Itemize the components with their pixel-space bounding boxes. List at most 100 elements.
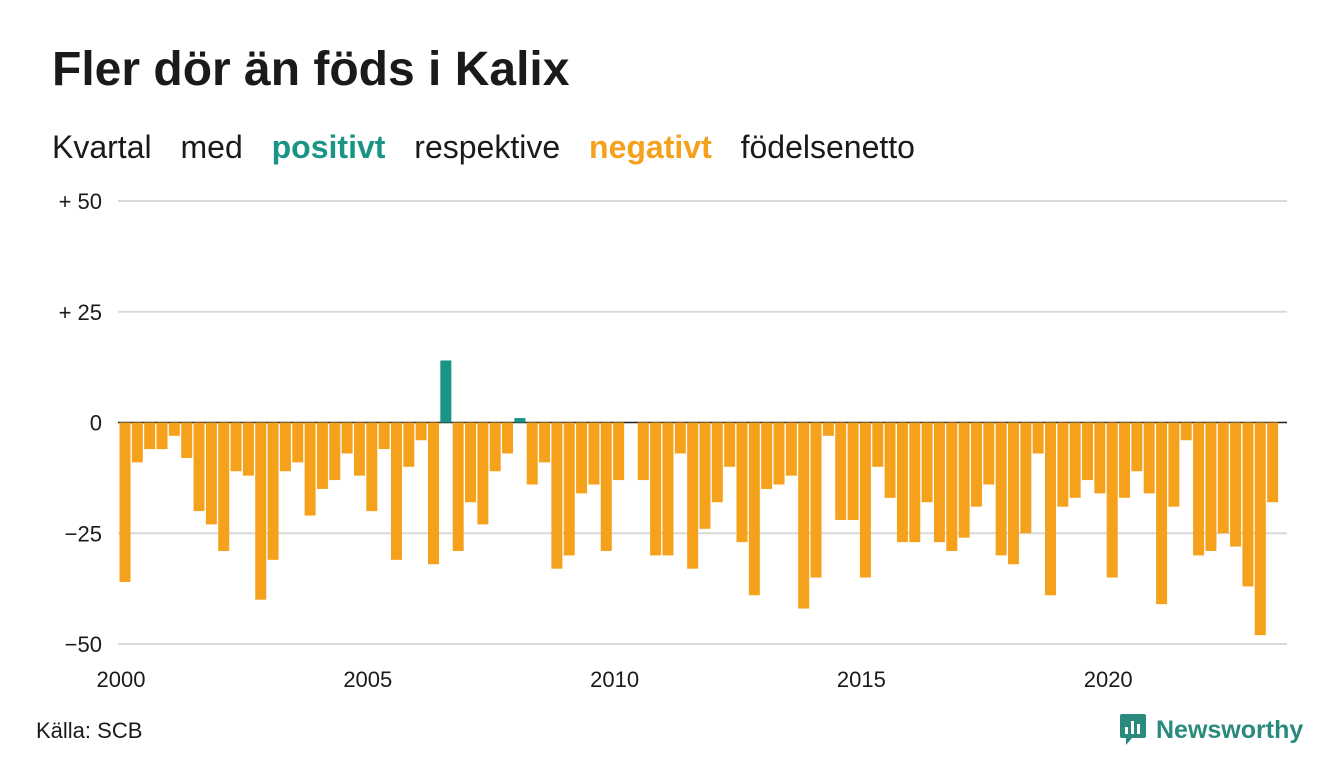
- bar: [859, 422, 871, 578]
- bar: [1230, 422, 1242, 547]
- subtitle-part-fodelsenetto: födelsenetto: [740, 129, 915, 165]
- newsworthy-logo: Newsworthy: [1118, 712, 1303, 748]
- bar: [872, 422, 884, 467]
- chart-subtitle: Kvartal med positivt respektive negativt…: [52, 125, 935, 169]
- bar: [983, 422, 995, 485]
- bar: [415, 422, 427, 441]
- x-tick-label: 2000: [97, 667, 146, 692]
- bar: [353, 422, 365, 476]
- bar: [835, 422, 847, 520]
- bar: [909, 422, 921, 543]
- bar: [1156, 422, 1168, 605]
- bar: [242, 422, 254, 476]
- bar: [588, 422, 600, 485]
- bar: [921, 422, 933, 503]
- bar: [711, 422, 723, 503]
- bar: [1254, 422, 1266, 636]
- bar: [1106, 422, 1118, 578]
- bar: [933, 422, 945, 543]
- bar: [736, 422, 748, 543]
- bar: [144, 422, 156, 450]
- bar: [970, 422, 982, 507]
- bar: [1045, 422, 1056, 596]
- bar: [514, 418, 526, 423]
- bar: [156, 422, 168, 450]
- bar: [613, 422, 625, 481]
- bar: [896, 422, 908, 543]
- bar: [452, 422, 464, 551]
- bar: [316, 422, 328, 489]
- bar: [1168, 422, 1180, 507]
- bar: [181, 422, 193, 458]
- bar: [674, 422, 686, 454]
- y-tick-label: −25: [65, 521, 102, 546]
- x-tick-label: 2015: [837, 667, 886, 692]
- bar: [822, 422, 834, 436]
- bar: [267, 422, 279, 560]
- source-note: Källa: SCB: [36, 718, 143, 743]
- bar: [785, 422, 797, 476]
- bar: [230, 422, 242, 472]
- bar: [255, 422, 267, 600]
- bar: [884, 422, 896, 498]
- bar: [1205, 422, 1217, 551]
- bar: [1193, 422, 1205, 556]
- x-tick-label: 2010: [590, 667, 639, 692]
- bar: [218, 422, 230, 551]
- bar: [1007, 422, 1019, 565]
- bar: [1267, 422, 1279, 503]
- bar: [1032, 422, 1044, 454]
- bar: [1131, 422, 1143, 472]
- bar: [551, 422, 563, 569]
- bar: [390, 422, 402, 560]
- bar: [724, 422, 736, 467]
- bar: [563, 422, 575, 556]
- bar: [366, 422, 378, 512]
- bar: [687, 422, 699, 569]
- x-tick-label: 2005: [343, 667, 392, 692]
- bar: [662, 422, 674, 556]
- bar: [1180, 422, 1192, 441]
- bar: [168, 422, 180, 436]
- x-tick-label: 2020: [1084, 667, 1133, 692]
- bar: [1069, 422, 1081, 498]
- bar: [847, 422, 859, 520]
- subtitle-negative-word: negativt: [589, 129, 712, 165]
- y-tick-label: + 25: [59, 300, 102, 325]
- bar: [761, 422, 773, 489]
- bar: [1057, 422, 1069, 507]
- newsworthy-logo-text: Newsworthy: [1156, 715, 1304, 744]
- bar: [539, 422, 551, 463]
- bar: [329, 422, 341, 481]
- bar: [600, 422, 612, 551]
- bar: [131, 422, 143, 463]
- bar: [773, 422, 785, 485]
- bar: [489, 422, 501, 472]
- bar: [477, 422, 489, 525]
- bar: [1143, 422, 1155, 494]
- bar: [576, 422, 588, 494]
- bar: [748, 422, 760, 596]
- bar: [995, 422, 1007, 556]
- bar: [526, 422, 538, 485]
- bar: [378, 422, 390, 450]
- bar: [465, 422, 477, 503]
- bar-chart: + 50 + 25 0 −25 −50 2000 2005 2010 2015 2020: [59, 189, 1287, 692]
- bar: [205, 422, 217, 525]
- subtitle-positive-word: positivt: [271, 129, 386, 165]
- subtitle-part-kvartal: Kvartal: [52, 129, 152, 165]
- chart-title: Fler dör än föds i Kalix: [52, 43, 570, 96]
- bar: [403, 422, 415, 467]
- newsworthy-logo-icon: [1120, 714, 1146, 745]
- bar: [810, 422, 822, 578]
- y-tick-label: + 50: [59, 189, 102, 214]
- bar: [502, 422, 514, 454]
- bar: [428, 422, 439, 565]
- bar: [193, 422, 205, 512]
- bar: [1217, 422, 1229, 534]
- bar: [279, 422, 291, 472]
- bar: [1020, 422, 1032, 534]
- y-tick-label: 0: [90, 411, 102, 436]
- bar: [798, 422, 810, 609]
- bar: [946, 422, 958, 551]
